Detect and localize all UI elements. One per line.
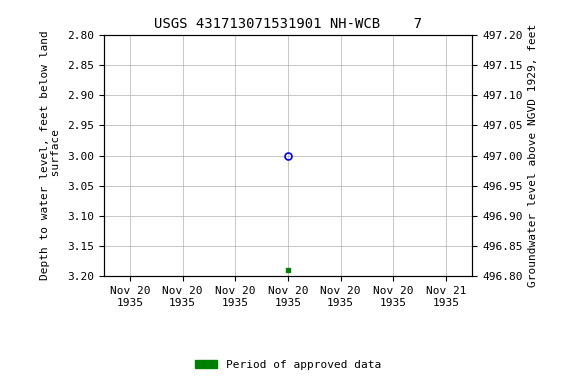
Legend: Period of approved data: Period of approved data: [191, 356, 385, 375]
Title: USGS 431713071531901 NH-WCB    7: USGS 431713071531901 NH-WCB 7: [154, 17, 422, 31]
Y-axis label: Depth to water level, feet below land
 surface: Depth to water level, feet below land su…: [40, 31, 62, 280]
Y-axis label: Groundwater level above NGVD 1929, feet: Groundwater level above NGVD 1929, feet: [528, 24, 538, 287]
